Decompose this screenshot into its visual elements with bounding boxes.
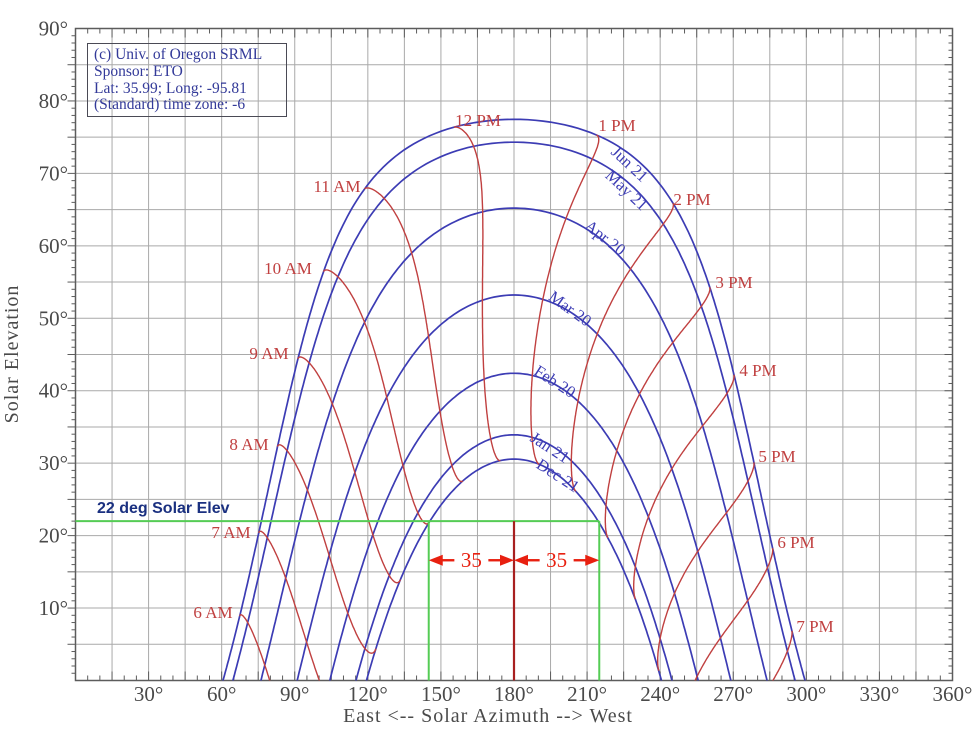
y-axis-title: Solar Elevation bbox=[1, 285, 23, 424]
y-tick-label: 70° bbox=[39, 161, 68, 185]
date-curve-dec-21 bbox=[365, 458, 663, 681]
hour-curve-1-pm bbox=[530, 134, 600, 465]
y-tick-label: 50° bbox=[39, 306, 68, 330]
y-tick-label: 90° bbox=[39, 17, 68, 41]
x-tick-label: 240° bbox=[640, 682, 680, 706]
date-curve-may-21 bbox=[232, 141, 796, 681]
span-label: 35 bbox=[461, 548, 482, 572]
date-curve-mar-20 bbox=[296, 294, 732, 681]
arrowhead-left bbox=[514, 554, 528, 566]
arrowhead-right bbox=[500, 554, 514, 566]
span-label: 35 bbox=[546, 548, 567, 572]
hour-label-3-pm: 3 PM bbox=[715, 273, 752, 292]
x-tick-label: 90° bbox=[280, 682, 309, 706]
hour-label-6-am: 6 AM bbox=[193, 603, 232, 622]
x-tick-label: 120° bbox=[348, 682, 388, 706]
hour-curve-4-pm bbox=[633, 374, 735, 600]
hour-label-4-pm: 4 PM bbox=[739, 361, 776, 380]
hour-label-8-am: 8 AM bbox=[229, 435, 268, 454]
date-label-apr-20: Apr 20 bbox=[581, 216, 629, 259]
tick-labels: 30° 60° 90° 120° 150° 180° 210° 240° 270° 300° 330… bbox=[39, 17, 973, 707]
date-curve-jun-21 bbox=[222, 118, 806, 681]
y-tick-label: 80° bbox=[39, 89, 68, 113]
hour-curve-7-am bbox=[258, 530, 321, 681]
hour-label-7-pm: 7 PM bbox=[796, 617, 833, 636]
hour-label-11-am: 11 AM bbox=[313, 177, 360, 196]
legend-box: (c) Univ. of Oregon SRML Sponsor: ETO La… bbox=[87, 43, 287, 117]
hour-label-1-pm: 1 PM bbox=[598, 116, 635, 135]
x-tick-label: 60° bbox=[207, 682, 236, 706]
hour-label-2-pm: 2 PM bbox=[673, 190, 710, 209]
hour-curve-12-pm bbox=[453, 126, 501, 462]
hour-curve-2-pm bbox=[570, 202, 675, 492]
hour-label-12-pm: 12 PM bbox=[455, 111, 501, 130]
legend-line-copyright: (c) Univ. of Oregon SRML bbox=[94, 46, 263, 63]
hour-label-6-pm: 6 PM bbox=[777, 533, 814, 552]
hour-curve-6-pm bbox=[694, 548, 774, 681]
curves bbox=[222, 118, 806, 681]
legend-line-sponsor: Sponsor: ETO bbox=[94, 62, 183, 80]
x-tick-label: 270° bbox=[713, 682, 753, 706]
y-tick-label: 10° bbox=[39, 596, 68, 620]
hour-curve-7-pm bbox=[772, 630, 793, 681]
y-tick-label: 30° bbox=[39, 451, 68, 475]
hour-label-10-am: 10 AM bbox=[264, 259, 312, 278]
azimuth-span-left: 35 bbox=[428, 548, 514, 572]
hour-label-7-am: 7 AM bbox=[211, 523, 250, 542]
annotations: 35 35 bbox=[75, 520, 601, 681]
x-tick-label: 150° bbox=[421, 682, 461, 706]
date-label-feb-20: Feb 20 bbox=[531, 361, 579, 402]
date-curve-apr-20 bbox=[260, 207, 768, 681]
x-tick-label: 360° bbox=[933, 682, 973, 706]
date-curve-feb-20 bbox=[328, 372, 700, 681]
hour-curve-10-am bbox=[322, 269, 430, 525]
hour-label-5-pm: 5 PM bbox=[758, 447, 795, 466]
legend-line-timezone: (Standard) time zone: -6 bbox=[94, 96, 246, 114]
hour-curve-6-am bbox=[239, 614, 271, 681]
y-tick-label: 20° bbox=[39, 524, 68, 548]
x-axis-title: East <-- Solar Azimuth --> West bbox=[343, 705, 633, 727]
x-tick-label: 30° bbox=[134, 682, 163, 706]
hour-curve-3-pm bbox=[604, 287, 711, 539]
x-tick-label: 330° bbox=[859, 682, 899, 706]
date-label-mar-20: Mar 20 bbox=[545, 287, 595, 331]
azimuth-span-right: 35 bbox=[514, 548, 600, 572]
arrowhead-right bbox=[585, 554, 600, 566]
hour-curve-11-am bbox=[364, 187, 464, 483]
legend-line-latlong: Lat: 35.99; Long: -95.81 bbox=[94, 79, 247, 97]
arrowhead-left bbox=[428, 554, 443, 566]
x-tick-label: 180° bbox=[494, 682, 534, 706]
hour-curve-9-am bbox=[297, 356, 402, 584]
x-tick-label: 300° bbox=[786, 682, 826, 706]
date-curve-jan-21 bbox=[355, 433, 673, 681]
hour-curve-8-am bbox=[276, 444, 377, 654]
y-tick-label: 60° bbox=[39, 234, 68, 258]
elevation-annotation-label: 22 deg Solar Elev bbox=[97, 500, 230, 517]
hour-curve-5-pm bbox=[657, 462, 755, 671]
hour-label-9-am: 9 AM bbox=[249, 344, 288, 363]
x-tick-label: 210° bbox=[567, 682, 607, 706]
y-tick-label: 40° bbox=[39, 379, 68, 403]
